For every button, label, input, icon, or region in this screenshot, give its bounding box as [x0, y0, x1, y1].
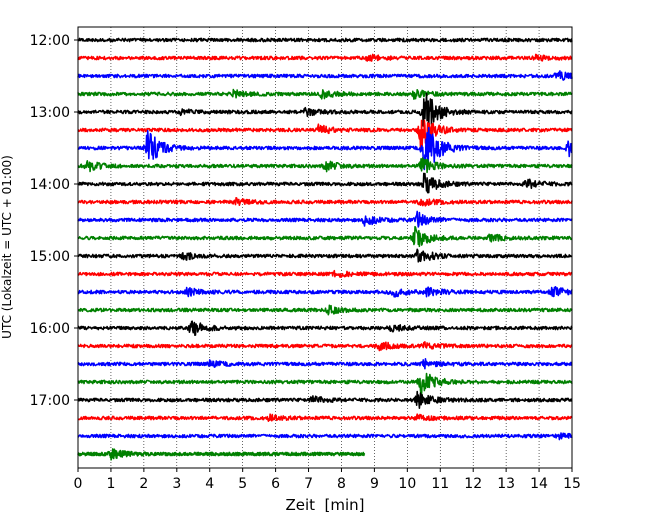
- seismogram-trace: [77, 37, 573, 43]
- x-tick-label: 0: [74, 476, 83, 492]
- seismogram-trace: [77, 197, 573, 207]
- seismogram-trace: [77, 372, 573, 396]
- plot-frame: [77, 26, 573, 469]
- seismogram-trace: [77, 126, 573, 171]
- seismogram-trace: [77, 432, 573, 441]
- seismogram-trace: [77, 448, 366, 461]
- seismogram-trace: [77, 172, 573, 194]
- seismogram-trace: [77, 88, 573, 100]
- seismogram-trace: [77, 358, 573, 370]
- x-tick-label: 9: [370, 476, 379, 492]
- y-tick-label: 17:00: [30, 393, 70, 409]
- traces-layer: [77, 37, 573, 461]
- ticks-layer: 0 1 2 3 4 5 6 7 8 9 10 11 12 13 14 1512:0013:0014:0015:…: [30, 33, 581, 492]
- seismogram-trace: [77, 413, 573, 422]
- x-tick-label: 11: [431, 476, 449, 492]
- x-tick-label: 7: [304, 476, 313, 492]
- x-tick-label: 6: [271, 476, 280, 492]
- x-tick-label: 13: [497, 476, 515, 492]
- y-tick-label: 14:00: [30, 177, 70, 193]
- x-tick-label: 10: [398, 476, 416, 492]
- x-tick-label: 14: [530, 476, 548, 492]
- seismogram-trace: [77, 70, 573, 81]
- y-tick-label: 16:00: [30, 321, 70, 337]
- x-tick-label: 5: [238, 476, 247, 492]
- x-axis-label: Zeit [min]: [285, 496, 364, 514]
- seismogram-trace: [77, 248, 573, 263]
- y-tick-label: 12:00: [30, 33, 70, 49]
- x-tick-label: 15: [563, 476, 581, 492]
- y-tick-label: 15:00: [30, 249, 70, 265]
- seismogram-trace: [77, 225, 573, 248]
- seismogram-trace: [77, 92, 573, 127]
- seismogram-trace: [77, 210, 573, 228]
- x-tick-label: 1: [106, 476, 115, 492]
- seismogram-trace: [77, 390, 573, 409]
- seismogram-trace: [77, 157, 573, 174]
- seismogram-trace: [77, 341, 573, 352]
- x-tick-label: 3: [172, 476, 181, 492]
- y-tick-label: 13:00: [30, 105, 70, 121]
- x-tick-label: 12: [464, 476, 482, 492]
- seismogram-trace: [77, 269, 573, 278]
- x-tick-label: 2: [139, 476, 148, 492]
- seismogram-trace: [77, 304, 573, 316]
- x-tick-label: 4: [205, 476, 214, 492]
- seismogram-trace: [77, 320, 573, 336]
- seismogram-trace: [77, 285, 573, 298]
- seismogram-trace: [77, 119, 573, 150]
- seismogram-trace: [77, 53, 573, 62]
- y-axis-label: UTC (Lokalzeit = UTC + 01:00): [0, 155, 14, 339]
- x-tick-label: 8: [337, 476, 346, 492]
